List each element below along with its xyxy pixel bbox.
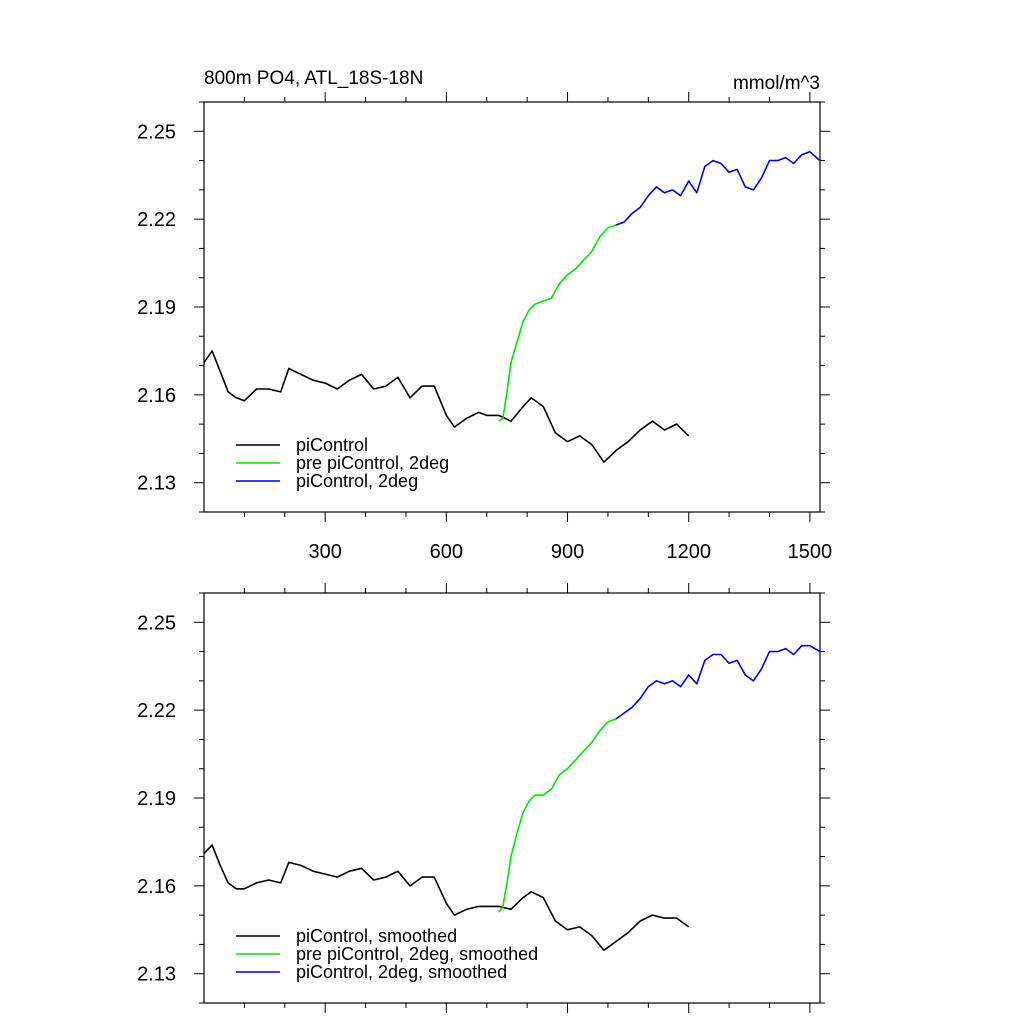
x-tick-label: 600 [430, 541, 463, 563]
y-tick-label: 2.25 [137, 612, 176, 634]
x-tick-label: 1500 [788, 541, 833, 563]
legend-entry: pre piControl, 2deg, smoothed [296, 944, 538, 964]
x-tick-label: 1200 [666, 541, 711, 563]
legend-entry: piControl, smoothed [296, 926, 457, 946]
series-line-3 [615, 644, 821, 720]
chart-panel-1: 2.13 2.16 2.19 2.22 2.25 300 600 900 1200 1500 800… [137, 68, 832, 563]
chart-units: mmol/m^3 [733, 73, 820, 94]
y-tick-label: 2.13 [137, 964, 176, 986]
series-line-1 [203, 350, 690, 464]
chart-title: 800m PO4, ATL_18S-18N [204, 68, 423, 89]
y-tick-label: 2.22 [137, 700, 176, 722]
y-tick-label: 2.16 [137, 876, 176, 898]
legend-entry: pre piControl, 2deg [296, 453, 449, 473]
y-tick-label: 2.22 [137, 209, 176, 231]
y-tick-label: 2.16 [137, 385, 176, 407]
y-tick-label: 2.19 [137, 297, 176, 319]
y-tick-label: 2.13 [137, 473, 176, 495]
legend-entry: piControl, 2deg [296, 471, 418, 491]
x-tick-label: 900 [551, 541, 584, 563]
y-tick-label: 2.25 [137, 121, 176, 143]
legend-entry: piControl [296, 435, 368, 455]
x-tick-label: 300 [308, 541, 341, 563]
y-tick-label: 2.19 [137, 788, 176, 810]
series-line-2 [498, 718, 617, 913]
series-line-3 [615, 151, 821, 226]
series-line-1 [203, 844, 690, 952]
series-line-2 [498, 224, 617, 422]
legend-entry: piControl, 2deg, smoothed [296, 962, 507, 982]
